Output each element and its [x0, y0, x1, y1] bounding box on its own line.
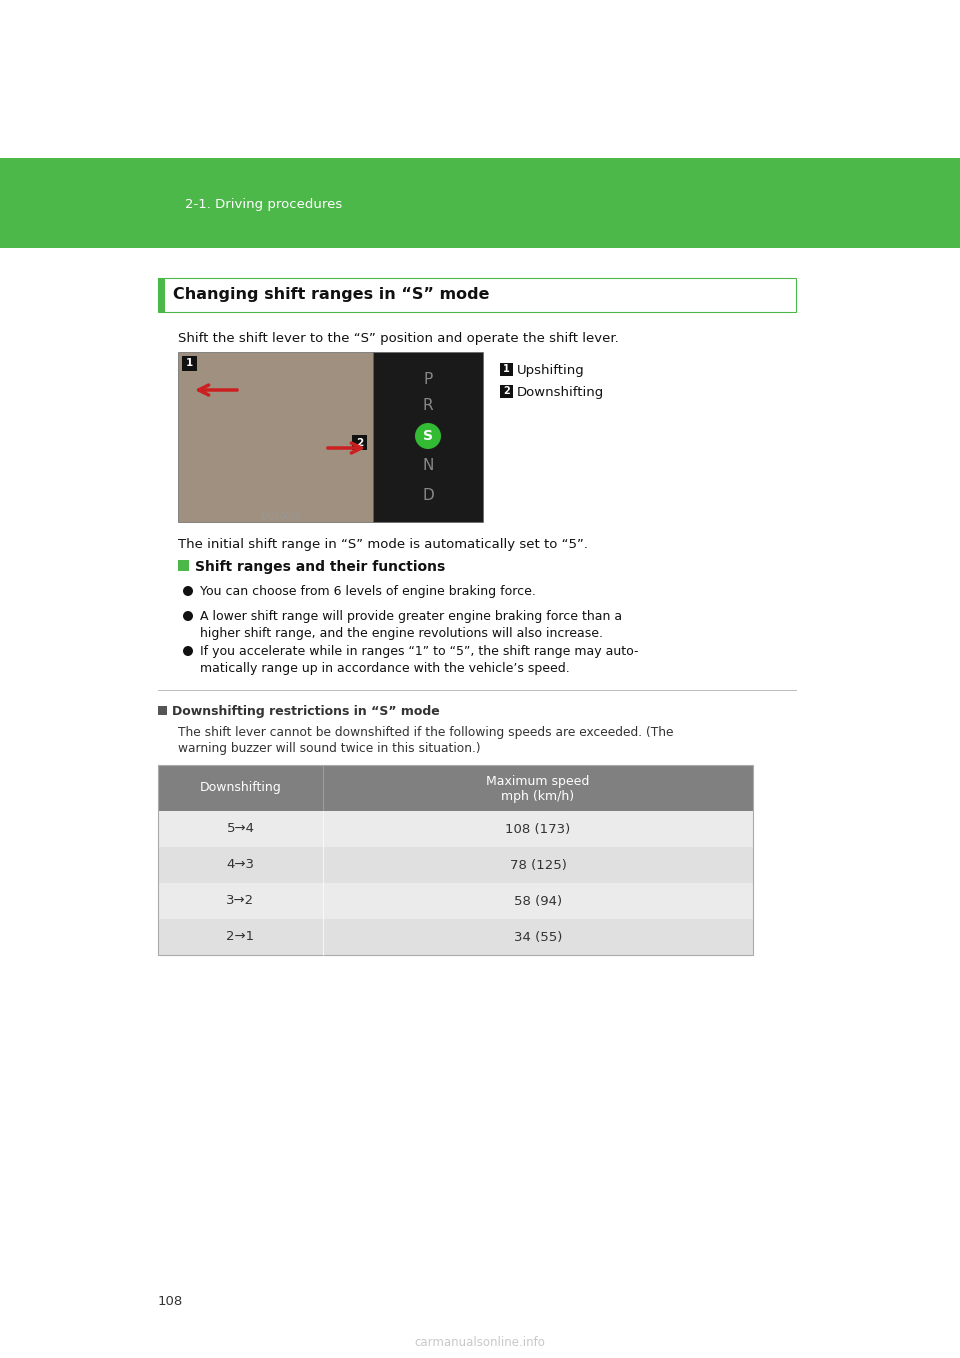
Text: 1: 1 — [503, 364, 510, 375]
Bar — [178, 352, 373, 521]
Text: carmanualsonline.info: carmanualsonline.info — [415, 1336, 545, 1348]
Bar — [178, 559, 189, 570]
Text: S: S — [423, 429, 433, 443]
Circle shape — [183, 646, 193, 656]
Text: 2-1. Driving procedures: 2-1. Driving procedures — [185, 198, 343, 212]
Text: A lower shift range will provide greater engine braking force than a: A lower shift range will provide greater… — [200, 610, 622, 623]
Bar — [182, 356, 197, 371]
Text: If you accelerate while in ranges “1” to “5”, the shift range may auto-: If you accelerate while in ranges “1” to… — [200, 645, 638, 659]
Bar — [158, 811, 753, 847]
Bar — [158, 765, 753, 955]
Circle shape — [183, 587, 193, 596]
Text: 108: 108 — [158, 1296, 183, 1308]
Text: 2: 2 — [356, 437, 363, 448]
Text: Maximum speed: Maximum speed — [487, 775, 589, 788]
Text: Shift the shift lever to the “S” position and operate the shift lever.: Shift the shift lever to the “S” positio… — [178, 331, 619, 345]
Bar — [158, 765, 753, 811]
Text: mph (km/h): mph (km/h) — [501, 790, 575, 803]
Bar — [158, 847, 753, 883]
Text: higher shift range, and the engine revolutions will also increase.: higher shift range, and the engine revol… — [200, 627, 603, 640]
Text: Downshifting restrictions in “S” mode: Downshifting restrictions in “S” mode — [172, 705, 440, 718]
Text: 58 (94): 58 (94) — [514, 895, 562, 907]
Text: 2→1: 2→1 — [227, 930, 254, 944]
Text: The initial shift range in “S” mode is automatically set to “5”.: The initial shift range in “S” mode is a… — [178, 538, 588, 551]
Text: P: P — [423, 372, 433, 387]
Text: Downshifting: Downshifting — [517, 386, 604, 399]
Text: 78 (125): 78 (125) — [510, 858, 566, 872]
Text: N: N — [422, 459, 434, 474]
Text: ILY21G000: ILY21G000 — [260, 512, 300, 521]
Text: D: D — [422, 489, 434, 504]
Bar — [0, 158, 960, 249]
Text: 5→4: 5→4 — [227, 823, 254, 835]
Text: Shift ranges and their functions: Shift ranges and their functions — [195, 559, 445, 574]
Text: 1: 1 — [186, 359, 193, 368]
Bar — [500, 363, 513, 376]
Bar — [158, 883, 753, 919]
Text: 4→3: 4→3 — [227, 858, 254, 872]
Bar — [500, 386, 513, 398]
Text: Upshifting: Upshifting — [517, 364, 585, 378]
Text: 3→2: 3→2 — [227, 895, 254, 907]
Circle shape — [415, 422, 441, 449]
Text: warning buzzer will sound twice in this situation.): warning buzzer will sound twice in this … — [178, 741, 481, 755]
Text: Changing shift ranges in “S” mode: Changing shift ranges in “S” mode — [173, 288, 490, 303]
Bar — [373, 352, 483, 521]
Text: The shift lever cannot be downshifted if the following speeds are exceeded. (The: The shift lever cannot be downshifted if… — [178, 727, 674, 739]
Bar — [352, 435, 367, 449]
Text: 34 (55): 34 (55) — [514, 930, 563, 944]
Text: Downshifting: Downshifting — [200, 781, 281, 794]
Text: 108 (173): 108 (173) — [505, 823, 570, 835]
Bar — [158, 706, 167, 716]
Text: R: R — [422, 398, 433, 413]
Text: You can choose from 6 levels of engine braking force.: You can choose from 6 levels of engine b… — [200, 585, 536, 598]
Bar — [158, 919, 753, 955]
Circle shape — [183, 611, 193, 621]
Bar — [158, 278, 796, 312]
Bar — [158, 278, 165, 312]
Text: matically range up in accordance with the vehicle’s speed.: matically range up in accordance with th… — [200, 661, 569, 675]
Text: 2: 2 — [503, 387, 510, 397]
